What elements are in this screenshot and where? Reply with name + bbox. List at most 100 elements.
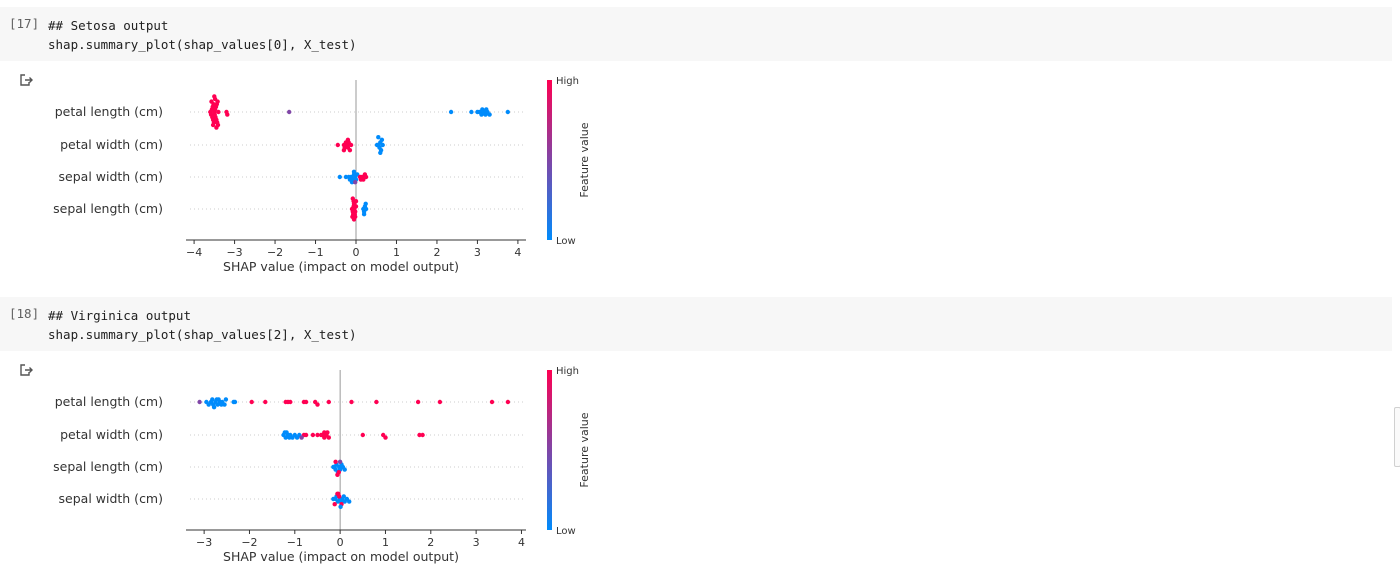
shap-point <box>249 399 254 405</box>
shap-point <box>347 499 352 504</box>
x-tick-label: 3 <box>474 246 481 259</box>
shap-summary-plot-setosa: −4 −3 −2 −1 0 1 2 3 4 SHAP value (impact on model… <box>53 76 591 274</box>
shap-point <box>363 174 369 180</box>
cell-input-area[interactable]: [17] ## Setosa output shap.summary_plot(… <box>0 7 1392 61</box>
shap-point <box>420 432 425 438</box>
shap-point <box>378 150 383 155</box>
x-tick-label: 2 <box>433 246 440 259</box>
shap-point <box>222 402 227 407</box>
shap-point <box>358 177 364 182</box>
shap-point <box>341 148 347 153</box>
shap-point <box>333 459 338 464</box>
code-line-comment: ## Setosa output <box>48 18 169 33</box>
shap-point <box>326 399 331 405</box>
colorbar-title: Feature value <box>578 412 591 487</box>
shap-point <box>353 180 358 185</box>
shap-point <box>351 169 357 174</box>
shap-point <box>299 435 304 440</box>
code-editor[interactable]: ## Setosa output shap.summary_plot(shap_… <box>48 16 357 54</box>
shap-point <box>338 504 343 509</box>
shap-point <box>505 109 510 115</box>
x-tick-label: −1 <box>307 246 323 259</box>
shap-point <box>284 430 289 435</box>
shap-point <box>287 435 292 440</box>
shap-point <box>210 122 216 128</box>
shap-point <box>209 99 214 104</box>
cell-input-area[interactable]: [18] ## Virginica output shap.summary_pl… <box>0 297 1392 351</box>
shap-point <box>469 109 474 115</box>
colorbar-high-label: High <box>556 76 579 87</box>
colorbar-low-label: Low <box>556 236 576 247</box>
x-axis-label: SHAP value (impact on model output) <box>223 259 459 274</box>
shap-point <box>315 402 320 407</box>
feature-label: petal width (cm) <box>60 137 163 152</box>
output-redirect-icon[interactable] <box>18 72 34 88</box>
shap-point <box>337 174 342 180</box>
x-axis-label: SHAP value (impact on model output) <box>223 549 459 564</box>
shap-point <box>288 399 293 405</box>
shap-point <box>480 107 485 112</box>
shap-point <box>417 432 422 438</box>
shap-point <box>349 180 355 185</box>
shap-point <box>336 491 341 496</box>
shap-point <box>355 172 360 177</box>
shap-point <box>379 137 385 142</box>
shap-point <box>322 430 327 435</box>
shap-point <box>341 494 346 499</box>
shap-point <box>487 112 492 117</box>
code-editor[interactable]: ## Virginica output shap.summary_plot(sh… <box>48 306 357 344</box>
shap-point <box>363 201 368 206</box>
x-tick-label: −1 <box>287 536 303 549</box>
shap-point <box>505 399 511 405</box>
x-tick-label: 0 <box>353 246 360 259</box>
shap-point <box>345 137 351 142</box>
x-tick-label: 1 <box>393 246 400 259</box>
code-line-comment: ## Virginica output <box>48 308 191 323</box>
colorbar-high-label: High <box>556 366 579 377</box>
shap-summary-plot-virginica: −3 −2 −1 0 1 2 3 4 SHAP value (impact on model o… <box>53 366 591 564</box>
shap-point <box>342 467 347 472</box>
shap-point <box>303 432 309 438</box>
feature-label: sepal length (cm) <box>53 459 163 474</box>
shap-point <box>337 459 343 464</box>
shap-point <box>216 109 221 115</box>
shap-point <box>415 399 421 405</box>
shap-point <box>489 399 495 405</box>
shap-point <box>347 148 353 153</box>
shap-point <box>219 402 224 407</box>
x-tick-label: −2 <box>267 246 283 259</box>
feature-label: sepal width (cm) <box>59 169 163 184</box>
shap-point <box>363 206 369 212</box>
shap-point <box>303 399 309 405</box>
shap-point <box>350 196 355 201</box>
shap-point <box>437 399 443 405</box>
shap-point <box>310 432 316 438</box>
shap-point <box>326 435 331 440</box>
colorbar-low-label: Low <box>556 526 576 537</box>
shap-point <box>353 199 359 204</box>
shap-point <box>212 94 217 99</box>
x-tick-label: 4 <box>518 536 525 549</box>
shap-point <box>332 502 337 507</box>
shap-point <box>349 399 354 405</box>
shap-point <box>361 212 367 217</box>
shap-point <box>351 217 357 222</box>
output-redirect-icon[interactable] <box>18 362 34 378</box>
feature-label: petal width (cm) <box>60 427 163 442</box>
x-tick-label: 0 <box>337 536 344 549</box>
feature-label: petal length (cm) <box>55 104 163 119</box>
scrollbar-thumb[interactable] <box>1394 407 1400 467</box>
shap-point <box>448 109 454 115</box>
shap-point <box>263 399 268 405</box>
execution-count: [17] <box>9 16 40 31</box>
shap-point <box>383 435 388 440</box>
shap-point <box>232 399 238 405</box>
feature-label: sepal length (cm) <box>53 201 163 216</box>
shap-point <box>216 397 221 402</box>
colorbar <box>547 370 552 530</box>
x-tick-label: −4 <box>186 246 202 259</box>
code-line-call: shap.summary_plot(shap_values[2], X_test… <box>48 327 357 342</box>
shap-point <box>336 470 341 475</box>
shap-point <box>360 432 365 438</box>
shap-point <box>210 397 215 402</box>
